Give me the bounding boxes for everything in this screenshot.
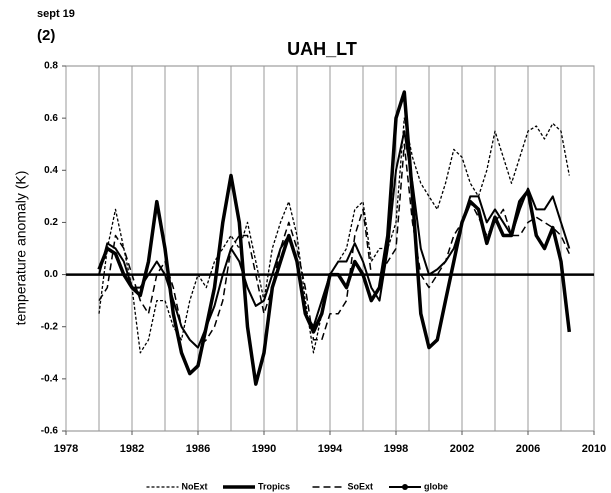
x-tick-label: 1990 <box>252 443 276 455</box>
series-line <box>97 90 572 386</box>
y-tick-label: 0.6 <box>44 113 58 124</box>
y-tick-label: -0.4 <box>41 373 59 384</box>
legend-label: Tropics <box>258 481 290 491</box>
x-tick-label: 1986 <box>186 443 210 455</box>
x-tick-label: 1978 <box>54 443 78 455</box>
x-tick-label: 2002 <box>450 443 474 455</box>
panel-label: (2) <box>37 27 55 44</box>
y-tick-label: 0.0 <box>44 269 58 280</box>
series-line <box>98 130 571 349</box>
x-tick-label: 2006 <box>516 443 540 455</box>
legend-label: SoExt <box>348 481 374 491</box>
x-tick-label: 1998 <box>384 443 408 455</box>
x-tick-label: 2010 <box>582 443 606 455</box>
legend-label: globe <box>424 481 448 491</box>
x-tick-label: 1994 <box>318 443 343 455</box>
y-tick-label: -0.2 <box>41 321 59 332</box>
y-tick-label: 0.4 <box>44 165 58 176</box>
legend-label: NoExt <box>182 481 208 491</box>
x-tick-label: 1982 <box>120 443 144 455</box>
chart-title: UAH_LT <box>287 39 357 59</box>
series-line <box>98 117 570 354</box>
note: sept 19 <box>37 8 75 20</box>
y-axis-label: temperature anomaly (K) <box>13 171 29 326</box>
legend-marker <box>402 484 408 490</box>
series-line <box>98 143 570 349</box>
y-tick-label: 0.8 <box>44 61 58 72</box>
y-tick-label: -0.6 <box>41 426 59 437</box>
y-tick-label: 0.2 <box>44 217 58 228</box>
